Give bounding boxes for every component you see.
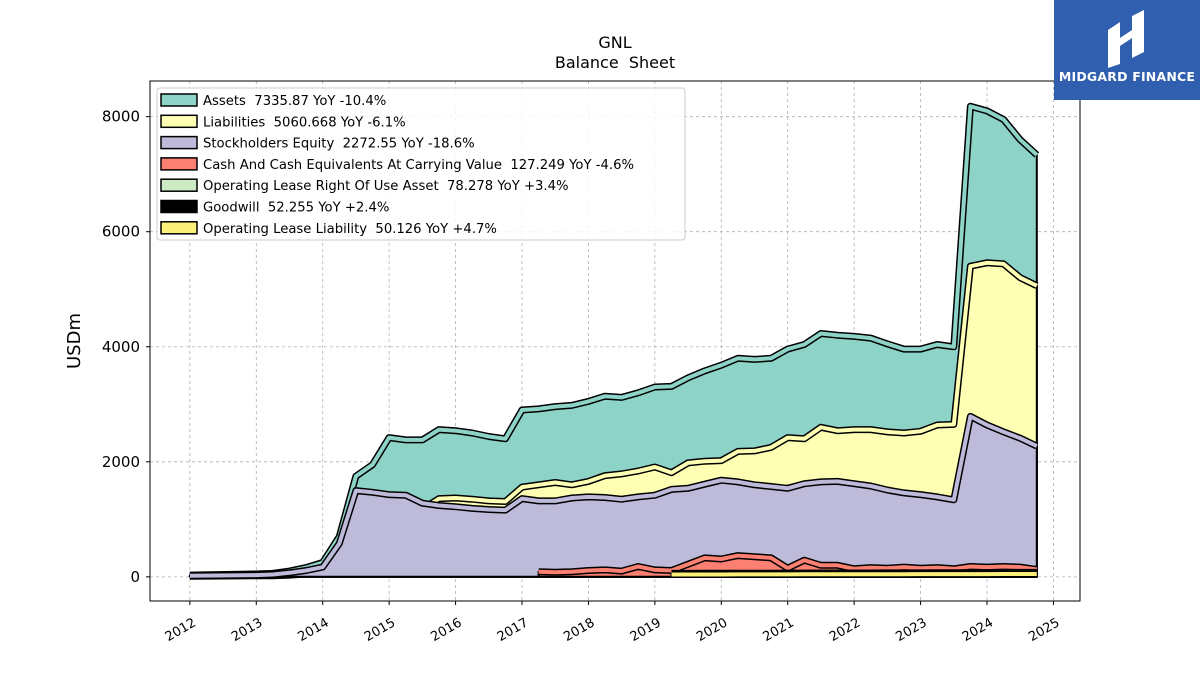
series-layer xyxy=(188,102,1040,580)
x-tick-label: 2015 xyxy=(362,615,398,645)
legend-swatch xyxy=(160,178,198,192)
legend-entry: Operating Lease Right Of Use Asset 78.27… xyxy=(203,179,569,194)
legend-entry: Assets 7335.87 YoY -10.4% xyxy=(203,94,386,109)
chart-title: GNL xyxy=(598,33,631,52)
legend-entry: Operating Lease Liability 50.126 YoY +4.… xyxy=(203,222,497,237)
x-tick-label: 2016 xyxy=(428,615,464,645)
legend-entry: Goodwill 52.255 YoY +2.4% xyxy=(203,201,389,216)
legend-swatch xyxy=(160,114,198,129)
series-line xyxy=(538,553,1038,575)
x-tick-label: 2022 xyxy=(827,615,863,645)
y-tick-label: 2000 xyxy=(102,453,140,471)
y-tick-label: 8000 xyxy=(102,108,140,126)
legend-box xyxy=(156,87,686,241)
x-tick-label: 2020 xyxy=(694,615,730,645)
series-line xyxy=(189,414,1038,578)
brand-name: MIDGARD FINANCE xyxy=(1058,69,1196,84)
legend-entry: Stockholders Equity 2272.55 YoY -18.6% xyxy=(203,137,475,152)
y-tick-label: 6000 xyxy=(102,223,140,241)
x-tick-label: 2019 xyxy=(628,615,664,645)
brand-mark-icon xyxy=(1108,10,1144,68)
legend-swatch xyxy=(160,93,198,107)
x-tick-label: 2023 xyxy=(893,615,929,645)
x-tick-label: 2012 xyxy=(163,615,199,645)
x-tick-label: 2018 xyxy=(561,615,597,645)
brand-logo: MIDGARD FINANCE xyxy=(1054,0,1200,100)
y-tick-label: 4000 xyxy=(102,338,140,356)
legend-swatch xyxy=(160,157,198,171)
legend-entry: Cash And Cash Equivalents At Carrying Va… xyxy=(203,158,634,173)
legend: Assets 7335.87 YoY -10.4% Liabilities 506… xyxy=(156,87,686,241)
series-line xyxy=(189,104,1039,578)
y-tick-label: 0 xyxy=(130,568,140,586)
legend-swatch xyxy=(160,221,198,235)
legend-swatch xyxy=(160,199,198,214)
legend-swatch xyxy=(160,135,198,150)
x-tick-label: 2014 xyxy=(296,615,332,645)
x-tick-label: 2025 xyxy=(1026,615,1062,645)
series-line xyxy=(671,572,1037,577)
plot-frame xyxy=(149,80,1081,602)
y-axis-label: USDm xyxy=(64,313,85,369)
chart-subtitle: Balance Sheet xyxy=(555,53,675,72)
x-tick-label: 2024 xyxy=(960,615,996,645)
x-tick-label: 2013 xyxy=(229,615,265,645)
x-tick-label: 2017 xyxy=(495,615,531,645)
x-tick-label: 2021 xyxy=(761,615,797,645)
legend-entry: Liabilities 5060.668 YoY -6.1% xyxy=(203,115,406,130)
